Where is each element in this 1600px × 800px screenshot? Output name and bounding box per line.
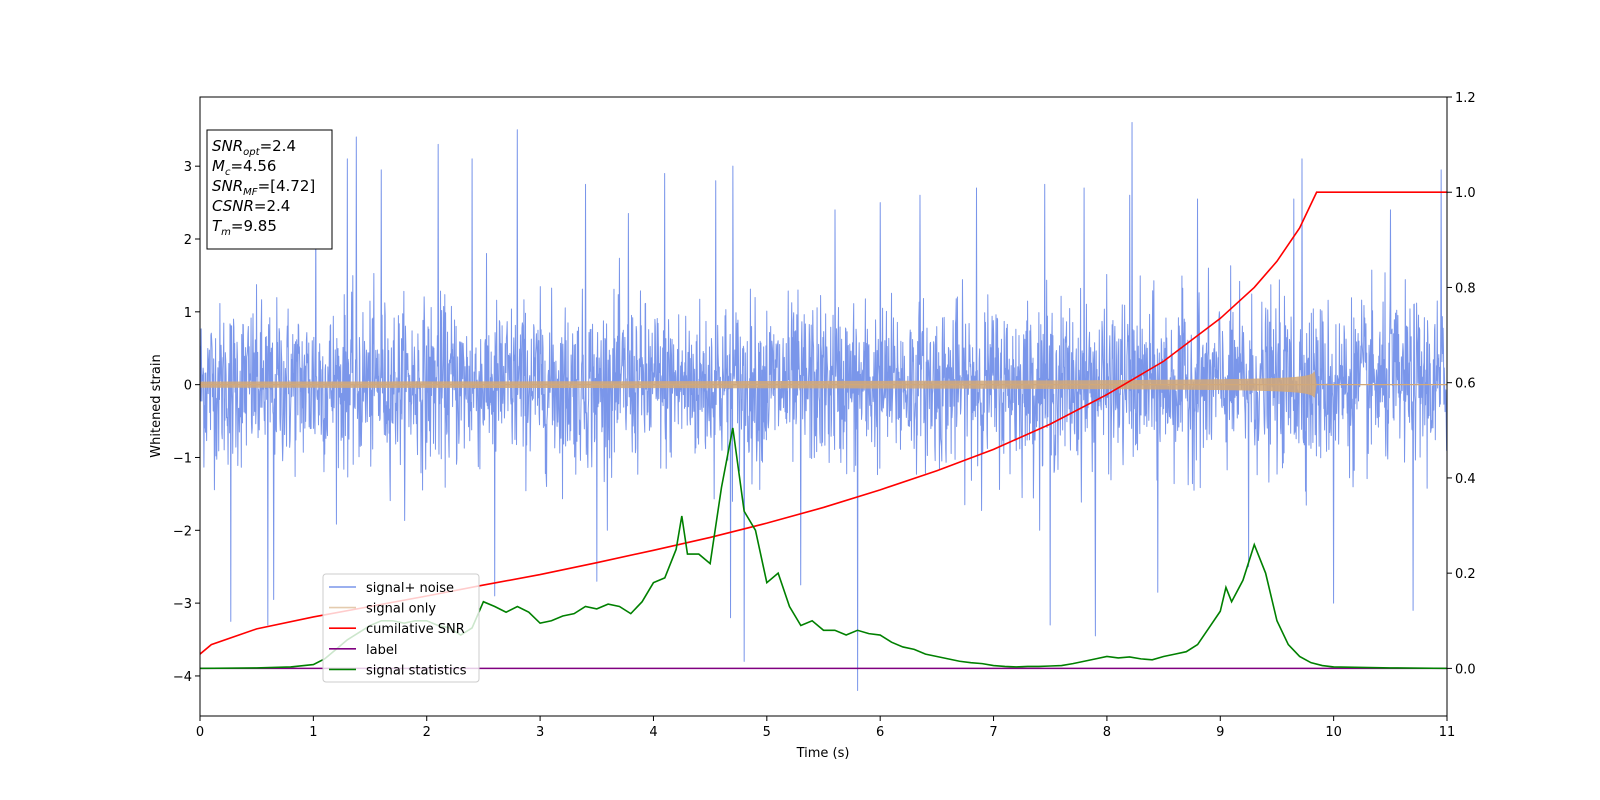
legend: signal+ noise signal only cumilative SNR la… <box>322 573 480 683</box>
y-left-tick-label: 0 <box>184 379 192 394</box>
x-tick-label: 3 <box>536 725 544 740</box>
x-tick-label: 8 <box>1103 725 1111 740</box>
y-left-tick-label: −4 <box>173 670 192 685</box>
x-tick-label: 10 <box>1325 725 1342 740</box>
legend-label: cumilative SNR <box>366 622 465 637</box>
annotation-line: Tm=9.85 <box>212 217 277 238</box>
y-left-tick-label: −1 <box>173 451 192 466</box>
annotation-line: SNRopt=2.4 <box>212 137 296 158</box>
legend-frame <box>322 573 480 683</box>
legend-label: signal only <box>366 602 436 617</box>
x-tick-label: 7 <box>989 725 997 740</box>
annotation-line: Mc=4.56 <box>212 157 276 178</box>
annotation-frame <box>206 129 333 250</box>
y-axis-left: −4 −3 −2 −1 0 1 2 3 <box>173 160 200 685</box>
annotation-line: CSNR=2.4 <box>212 197 290 215</box>
y-right-tick-label: 0.2 <box>1455 567 1476 582</box>
y-right-tick-label: 1.2 <box>1455 91 1476 106</box>
x-tick-label: 6 <box>876 725 884 740</box>
legend-label: label <box>366 643 397 658</box>
y-left-tick-label: 1 <box>184 306 192 321</box>
plot-frame <box>199 96 1448 717</box>
x-tick-label: 9 <box>1216 725 1224 740</box>
y-left-tick-label: 2 <box>184 233 192 248</box>
y-axis-right: 0.0 0.2 0.4 0.6 0.8 1.0 1.2 <box>1447 91 1476 677</box>
y-left-tick-label: 3 <box>184 160 192 175</box>
x-tick-label: 4 <box>649 725 657 740</box>
y-right-tick-label: 0.8 <box>1455 281 1476 296</box>
x-tick-label: 11 <box>1439 725 1456 740</box>
annotation-line: SNRMF=[4.72] <box>212 177 315 198</box>
y-right-tick-label: 0.6 <box>1455 377 1476 392</box>
x-axis: 0 1 2 3 4 5 6 7 8 9 10 11 <box>196 716 1455 740</box>
x-tick-label: 5 <box>763 725 771 740</box>
y-right-tick-label: 0.4 <box>1455 472 1476 487</box>
x-tick-label: 0 <box>196 725 204 740</box>
y-right-tick-label: 0.0 <box>1455 662 1476 677</box>
y-right-tick-label: 1.0 <box>1455 186 1476 201</box>
x-axis-label: Time (s) <box>796 746 850 761</box>
legend-label: signal+ noise <box>366 581 454 596</box>
series-signal-noise <box>200 121 1447 692</box>
x-tick-label: 2 <box>423 725 431 740</box>
y-axis-label: Whitened strain <box>149 354 164 457</box>
x-tick-label: 1 <box>309 725 317 740</box>
y-left-tick-label: −3 <box>173 597 192 612</box>
y-left-tick-label: −2 <box>173 524 192 539</box>
legend-label: signal statistics <box>366 663 467 678</box>
